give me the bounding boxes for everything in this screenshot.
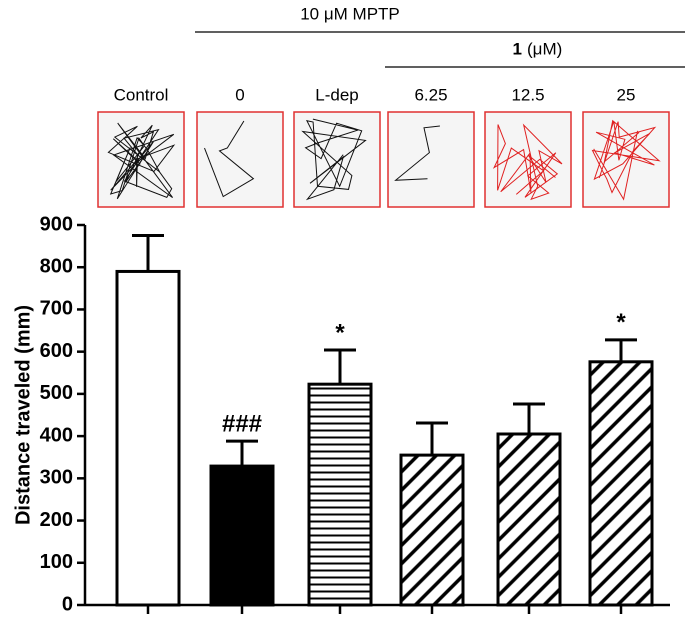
annotation: * [335, 319, 345, 346]
subgroup-label-bold: 1 [513, 39, 522, 58]
track [492, 123, 563, 201]
annotation: ### [222, 411, 262, 438]
bar [307, 382, 373, 607]
y-tick-label: 100 [40, 551, 73, 573]
track-frame [293, 111, 381, 208]
track [301, 118, 367, 201]
bar [399, 453, 465, 607]
y-tick-label: 900 [40, 213, 73, 235]
track-images [97, 111, 670, 208]
category-label: 0 [235, 85, 244, 104]
bar [496, 432, 562, 607]
bar [115, 269, 181, 607]
group-label: 10 μM MPTP [300, 4, 400, 23]
y-tick-label: 700 [40, 298, 73, 320]
y-tick-label: 200 [40, 509, 73, 531]
track [204, 120, 255, 198]
category-label: 6.25 [414, 85, 447, 104]
track-frame [387, 111, 475, 208]
y-tick-label: 800 [40, 256, 73, 278]
y-axis-label: Distance traveled (mm) [12, 305, 34, 525]
category-label: 12.5 [511, 85, 544, 104]
track [107, 122, 176, 200]
annotation: * [616, 309, 626, 336]
y-tick-label: 600 [40, 340, 73, 362]
track-frame [196, 111, 284, 208]
bar [588, 360, 654, 607]
y-tick-label: 500 [40, 382, 73, 404]
bar [209, 464, 275, 607]
track [591, 119, 661, 201]
category-label: Control [114, 85, 169, 104]
category-label: L-dep [315, 85, 358, 104]
category-label: 25 [617, 85, 636, 104]
y-tick-label: 0 [62, 593, 73, 615]
y-tick-label: 400 [40, 424, 73, 446]
track [394, 125, 440, 181]
y-tick-label: 300 [40, 467, 73, 489]
subgroup-label: (μM) [527, 39, 562, 58]
